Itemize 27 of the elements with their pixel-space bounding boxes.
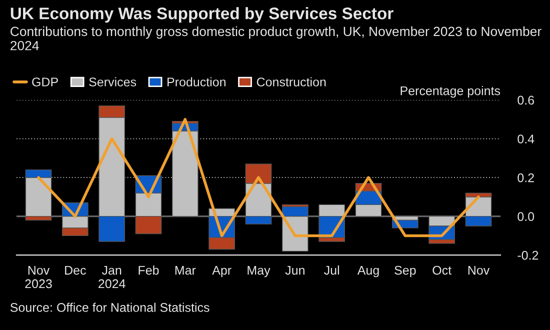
x-tick-label: Apr bbox=[212, 266, 232, 278]
x-tick-label: Jul bbox=[324, 266, 339, 275]
x-tick-label: Sep bbox=[394, 266, 416, 278]
x-tick-label: Aug bbox=[357, 266, 379, 278]
chart-title: UK Economy Was Supported by Services Sector bbox=[10, 7, 394, 23]
y-tick-label: 0.4 bbox=[518, 134, 534, 144]
y-tick-label: -0.2 bbox=[518, 250, 538, 260]
chart-subtitle: Contributions to monthly gross domestic product growth, UK, November 2023 to November 2024 bbox=[10, 26, 542, 50]
x-tick-label: Mar bbox=[175, 266, 196, 275]
legend-label: Construction bbox=[256, 77, 326, 86]
y-tick-label: 0.6 bbox=[518, 96, 534, 105]
x-tick-label: Jan 2024 bbox=[98, 266, 126, 288]
x-tick-label: Nov 2023 bbox=[25, 266, 52, 288]
x-tick-label: Oct bbox=[432, 266, 452, 275]
x-tick-label: Jun bbox=[285, 266, 304, 275]
x-tick-label: Nov bbox=[468, 266, 490, 275]
source-note: Source: Office for National Statistics bbox=[10, 302, 210, 312]
x-tick-label: Dec bbox=[65, 266, 86, 275]
legend-label: Services bbox=[89, 77, 136, 86]
x-tick-label: May bbox=[248, 266, 270, 278]
y-axis-title: Percentage points bbox=[400, 86, 500, 98]
y-tick-label: 0.0 bbox=[518, 212, 534, 221]
legend-label: GDP bbox=[32, 78, 58, 86]
y-tick-label: 0.2 bbox=[518, 173, 534, 182]
x-tick-label: Feb bbox=[138, 266, 159, 275]
line-series bbox=[37, 118, 480, 238]
legend-label: Production bbox=[168, 77, 226, 86]
